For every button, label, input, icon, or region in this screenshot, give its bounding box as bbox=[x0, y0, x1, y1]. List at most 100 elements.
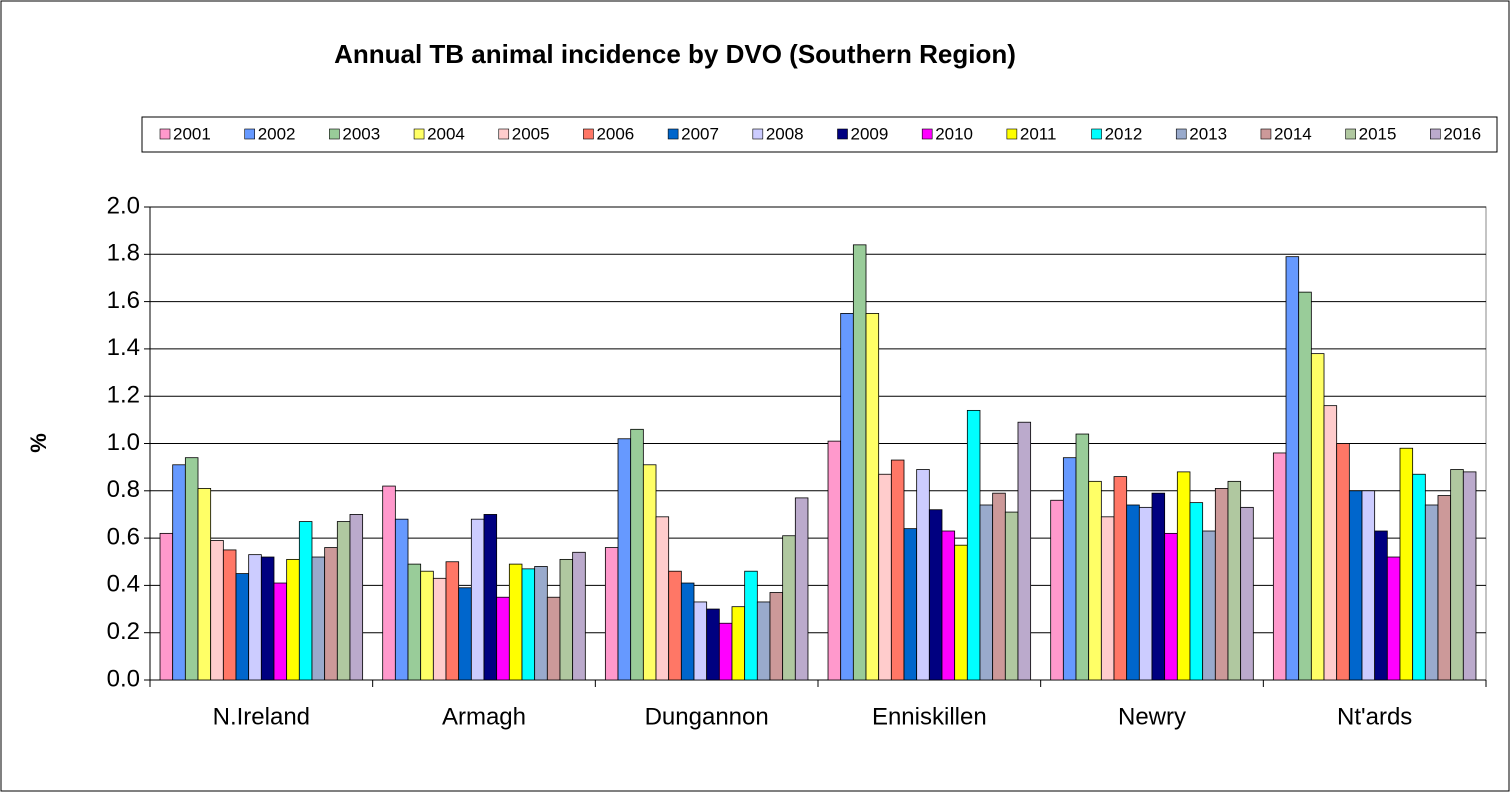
bar bbox=[546, 596, 561, 681]
bar bbox=[992, 492, 1006, 681]
legend-label: 2015 bbox=[1359, 124, 1397, 143]
bar bbox=[966, 409, 981, 681]
bar bbox=[286, 558, 300, 681]
bar bbox=[1285, 256, 1300, 681]
bar bbox=[954, 544, 968, 681]
legend-swatch bbox=[1260, 128, 1272, 140]
bar bbox=[572, 551, 586, 681]
legend-swatch bbox=[329, 128, 340, 140]
bar bbox=[534, 566, 548, 681]
y-tick-label: 0.4 bbox=[107, 571, 140, 598]
bar bbox=[1004, 511, 1019, 681]
bar bbox=[260, 556, 275, 681]
bar bbox=[1202, 530, 1216, 681]
bar bbox=[756, 601, 771, 681]
bar bbox=[916, 469, 930, 681]
bar bbox=[1437, 495, 1452, 681]
bar bbox=[407, 563, 422, 681]
bar bbox=[1050, 499, 1064, 681]
bar bbox=[1310, 353, 1325, 681]
bar bbox=[298, 521, 313, 681]
bar bbox=[349, 514, 364, 681]
legend-label: 2008 bbox=[766, 124, 804, 143]
legend-label: 2003 bbox=[342, 124, 380, 143]
chart-title: Annual TB animal incidence by DVO (South… bbox=[334, 39, 1016, 69]
legend-swatch bbox=[1430, 128, 1441, 140]
bar bbox=[1412, 473, 1426, 681]
legend-label: 2010 bbox=[935, 124, 973, 143]
bar bbox=[1386, 556, 1401, 681]
bar bbox=[1017, 421, 1032, 681]
bar bbox=[1348, 490, 1363, 681]
bar bbox=[311, 556, 326, 681]
legend-swatch bbox=[583, 128, 594, 140]
bar bbox=[496, 596, 510, 681]
bar bbox=[680, 582, 695, 681]
bar bbox=[159, 532, 174, 681]
bar bbox=[273, 582, 288, 681]
bar bbox=[432, 577, 447, 681]
legend-swatch bbox=[1345, 128, 1356, 140]
bar bbox=[1075, 433, 1090, 681]
bar bbox=[1272, 452, 1287, 681]
bar bbox=[852, 244, 867, 681]
bar bbox=[718, 622, 733, 681]
legend-swatch bbox=[921, 128, 933, 140]
y-tick-label: 0.0 bbox=[107, 665, 140, 692]
legend-label: 2001 bbox=[173, 124, 211, 143]
x-tick-label: Armagh bbox=[442, 703, 526, 730]
bar bbox=[184, 457, 199, 681]
bar bbox=[731, 606, 746, 681]
legend-swatch bbox=[837, 128, 848, 140]
bar bbox=[878, 473, 892, 681]
x-tick-label: Newry bbox=[1118, 703, 1186, 730]
bar bbox=[445, 561, 460, 681]
bar bbox=[1138, 506, 1153, 681]
bar bbox=[928, 509, 943, 681]
bar bbox=[604, 547, 619, 681]
x-tick-label: N.Ireland bbox=[213, 703, 310, 730]
bar bbox=[668, 570, 682, 681]
y-tick-label: 1.2 bbox=[107, 382, 140, 409]
legend-label: 2002 bbox=[258, 124, 296, 143]
bar bbox=[630, 428, 644, 681]
x-tick-label: Dungannon bbox=[645, 703, 769, 730]
y-tick-label: 1.0 bbox=[107, 429, 140, 456]
bar bbox=[1399, 447, 1414, 681]
bar bbox=[706, 608, 720, 681]
bar bbox=[210, 540, 224, 681]
bar bbox=[903, 528, 918, 681]
bar bbox=[458, 587, 472, 681]
bar bbox=[693, 601, 708, 681]
legend-label: 2005 bbox=[512, 124, 550, 143]
bar bbox=[1113, 476, 1128, 681]
y-tick-label: 0.6 bbox=[107, 523, 140, 550]
bar bbox=[1189, 502, 1204, 681]
bar bbox=[470, 518, 485, 681]
legend-swatch bbox=[1175, 128, 1187, 140]
legend-swatch bbox=[1006, 128, 1018, 140]
legend-label: 2013 bbox=[1189, 124, 1227, 143]
bar bbox=[617, 438, 632, 681]
bar bbox=[483, 514, 498, 681]
bar bbox=[1176, 471, 1191, 681]
bar bbox=[1062, 457, 1077, 681]
bar bbox=[1374, 530, 1388, 681]
legend-swatch bbox=[752, 128, 764, 140]
bar bbox=[197, 488, 212, 681]
bar bbox=[1088, 480, 1102, 681]
legend-label: 2004 bbox=[427, 124, 465, 143]
bar bbox=[941, 530, 956, 681]
bar bbox=[1361, 490, 1376, 681]
legend-label: 2011 bbox=[1020, 124, 1057, 143]
bar bbox=[1240, 506, 1254, 681]
bar bbox=[1424, 504, 1439, 681]
bar bbox=[1336, 443, 1350, 681]
x-tick-label: Nt'ards bbox=[1337, 703, 1412, 730]
legend-swatch bbox=[1091, 128, 1102, 140]
legend-label: 2012 bbox=[1105, 124, 1143, 143]
bar bbox=[1126, 504, 1140, 681]
legend-swatch bbox=[159, 128, 171, 140]
bar bbox=[794, 497, 809, 681]
bar bbox=[508, 563, 523, 681]
